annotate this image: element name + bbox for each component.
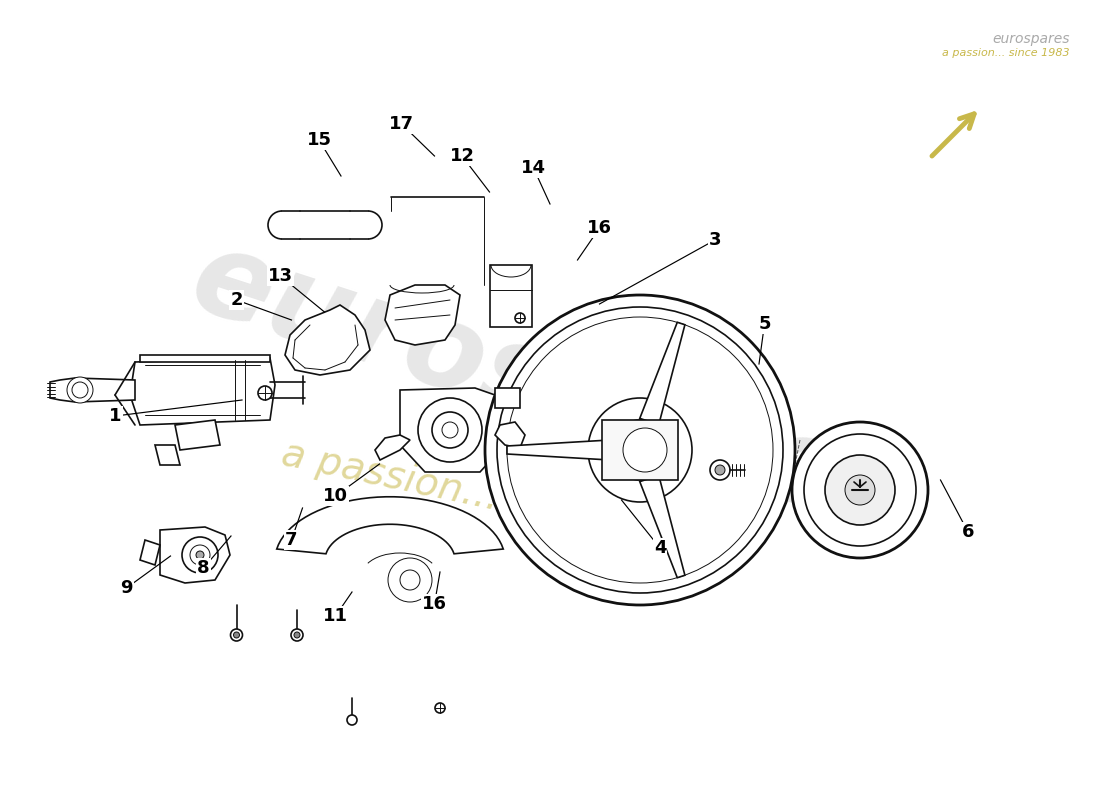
- Text: 3: 3: [708, 231, 722, 249]
- Polygon shape: [495, 422, 525, 448]
- Circle shape: [190, 545, 210, 565]
- Circle shape: [485, 295, 795, 605]
- Text: eurospares: eurospares: [177, 220, 923, 560]
- Polygon shape: [130, 358, 275, 425]
- Text: 12: 12: [450, 147, 474, 165]
- Text: eurospares: eurospares: [992, 32, 1070, 46]
- Circle shape: [231, 629, 242, 641]
- Text: 17: 17: [389, 115, 414, 133]
- Circle shape: [400, 570, 420, 590]
- Polygon shape: [640, 322, 685, 425]
- Circle shape: [792, 422, 928, 558]
- Circle shape: [507, 317, 773, 583]
- Circle shape: [588, 398, 692, 502]
- Circle shape: [623, 428, 667, 472]
- Polygon shape: [375, 435, 410, 460]
- Circle shape: [845, 475, 875, 505]
- Circle shape: [67, 377, 94, 403]
- Text: 5: 5: [758, 315, 771, 333]
- Circle shape: [804, 434, 916, 546]
- Text: 15: 15: [307, 131, 331, 149]
- Polygon shape: [175, 420, 220, 450]
- Circle shape: [715, 465, 725, 475]
- Text: 14: 14: [521, 159, 546, 177]
- Circle shape: [258, 386, 272, 400]
- Polygon shape: [385, 285, 460, 345]
- Circle shape: [497, 307, 783, 593]
- Text: 16: 16: [422, 595, 447, 613]
- Text: 4: 4: [653, 539, 667, 557]
- Polygon shape: [155, 445, 180, 465]
- Polygon shape: [277, 497, 504, 554]
- Circle shape: [418, 398, 482, 462]
- Text: 16: 16: [587, 219, 612, 237]
- Text: 11: 11: [323, 607, 348, 625]
- Polygon shape: [140, 540, 159, 565]
- Circle shape: [196, 551, 204, 559]
- Text: 2: 2: [230, 291, 243, 309]
- Polygon shape: [507, 440, 610, 460]
- Polygon shape: [495, 388, 520, 408]
- FancyBboxPatch shape: [490, 265, 532, 327]
- Circle shape: [233, 632, 240, 638]
- Circle shape: [432, 412, 468, 448]
- Text: 10: 10: [323, 487, 348, 505]
- Polygon shape: [602, 420, 678, 480]
- Circle shape: [294, 632, 300, 638]
- Text: 8: 8: [197, 559, 210, 577]
- Text: 9: 9: [120, 579, 133, 597]
- Text: 6: 6: [961, 523, 975, 541]
- Text: 13: 13: [268, 267, 293, 285]
- Polygon shape: [285, 305, 370, 375]
- Circle shape: [388, 558, 432, 602]
- Circle shape: [346, 715, 358, 725]
- Text: a passion... since 1983: a passion... since 1983: [943, 48, 1070, 58]
- Circle shape: [72, 382, 88, 398]
- Circle shape: [182, 537, 218, 573]
- Polygon shape: [640, 475, 685, 578]
- Polygon shape: [400, 388, 505, 472]
- Circle shape: [610, 420, 670, 480]
- Text: 7: 7: [285, 531, 298, 549]
- Circle shape: [825, 455, 895, 525]
- Circle shape: [515, 313, 525, 323]
- Circle shape: [434, 703, 446, 713]
- Polygon shape: [140, 355, 270, 362]
- Polygon shape: [160, 527, 230, 583]
- Circle shape: [442, 422, 458, 438]
- Text: 1: 1: [109, 407, 122, 425]
- Circle shape: [292, 629, 302, 641]
- Text: a passion... since 1983: a passion... since 1983: [278, 435, 722, 565]
- Polygon shape: [50, 378, 135, 402]
- Circle shape: [710, 460, 730, 480]
